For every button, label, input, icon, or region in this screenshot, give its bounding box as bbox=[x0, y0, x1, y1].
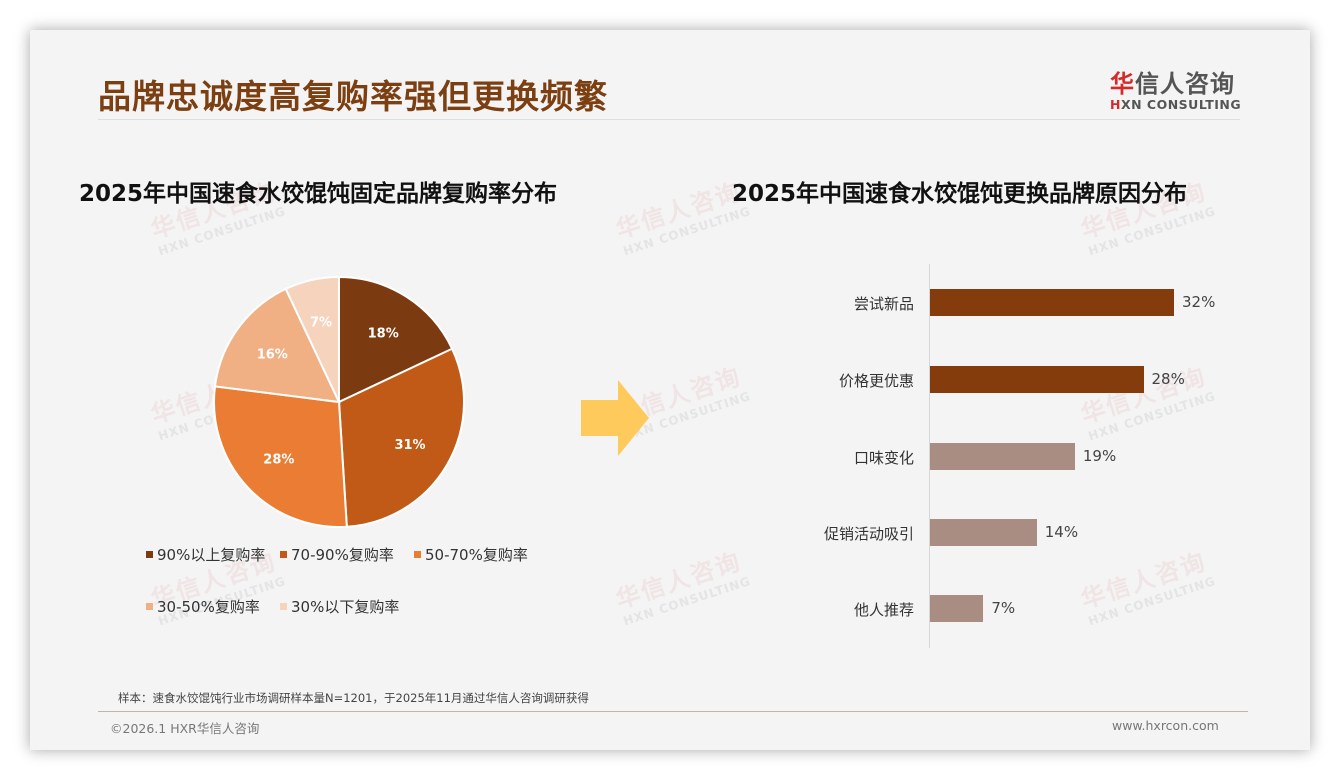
legend-swatch bbox=[280, 603, 287, 610]
copyright: ©2026.1 HXR华信人咨询 bbox=[110, 721, 260, 736]
pie-slice bbox=[213, 385, 348, 528]
pie-slice bbox=[337, 347, 465, 528]
bar-category-label: 尝试新品 bbox=[853, 295, 914, 313]
legend-swatch bbox=[414, 551, 421, 558]
arrow-right-icon bbox=[581, 380, 649, 456]
pie-slice-label: 28% bbox=[263, 452, 294, 467]
bar-axis bbox=[929, 264, 930, 648]
legend-swatch bbox=[146, 551, 153, 558]
legend-item: 30%以下复购率 bbox=[280, 596, 399, 617]
legend-item: 70-90%复购率 bbox=[280, 544, 394, 565]
bar-value-label: 14% bbox=[1044, 523, 1079, 541]
bar-value-label: 28% bbox=[1151, 370, 1185, 388]
bar-category-label: 口味变化 bbox=[853, 449, 914, 467]
legend-item: 30-50%复购率 bbox=[146, 596, 260, 617]
bar-value-label: 7% bbox=[991, 599, 1016, 617]
bar-category-label: 促销活动吸引 bbox=[823, 525, 914, 543]
legend-item: 50-70%复购率 bbox=[414, 544, 528, 565]
bar bbox=[930, 443, 1075, 470]
bar bbox=[930, 289, 1174, 316]
bar-value-label: 32% bbox=[1182, 293, 1216, 311]
legend-item: 90%以上复购率 bbox=[146, 544, 265, 565]
bar bbox=[930, 519, 1037, 546]
legend-swatch bbox=[146, 603, 153, 610]
bar-category-label: 他人推荐 bbox=[853, 601, 914, 619]
pie-slice bbox=[213, 287, 341, 404]
bar-category-label: 价格更优惠 bbox=[838, 372, 914, 390]
pie-chart: 18% 31% 28% 16% 7% bbox=[213, 275, 465, 528]
pie-slice bbox=[338, 275, 454, 404]
website-link[interactable]: www.hxrcon.com bbox=[1112, 718, 1219, 733]
pie-slice-label: 16% bbox=[257, 348, 288, 363]
pie-slice bbox=[284, 275, 340, 403]
bar bbox=[930, 366, 1144, 393]
legend-swatch bbox=[280, 551, 287, 558]
pie-slice-label: 18% bbox=[368, 326, 399, 341]
pie-slice-label: 7% bbox=[310, 315, 332, 330]
pie-chart-title: 2025年中国速食水饺馄饨固定品牌复购率分布 bbox=[79, 181, 558, 207]
brand-logo: 华信人咨询 HXN CONSULTING bbox=[1110, 70, 1242, 112]
pie-slice-label: 31% bbox=[394, 438, 425, 453]
footer-divider bbox=[98, 711, 1248, 712]
page-title: 品牌忠诚度高复购率强但更换频繁 bbox=[98, 77, 608, 116]
bar bbox=[930, 595, 984, 622]
title-divider bbox=[98, 119, 1240, 120]
sample-note: 样本：速食水饺馄饨行业市场调研样本量N=1201，于2025年11月通过华信人咨… bbox=[118, 691, 589, 705]
bar-value-label: 19% bbox=[1082, 447, 1117, 465]
bar-chart-title: 2025年中国速食水饺馄饨更换品牌原因分布 bbox=[732, 181, 1188, 207]
slide: 华信人咨询 HXN CONSULTING 华信人咨询 HXN CONSULTING … bbox=[30, 30, 1310, 750]
